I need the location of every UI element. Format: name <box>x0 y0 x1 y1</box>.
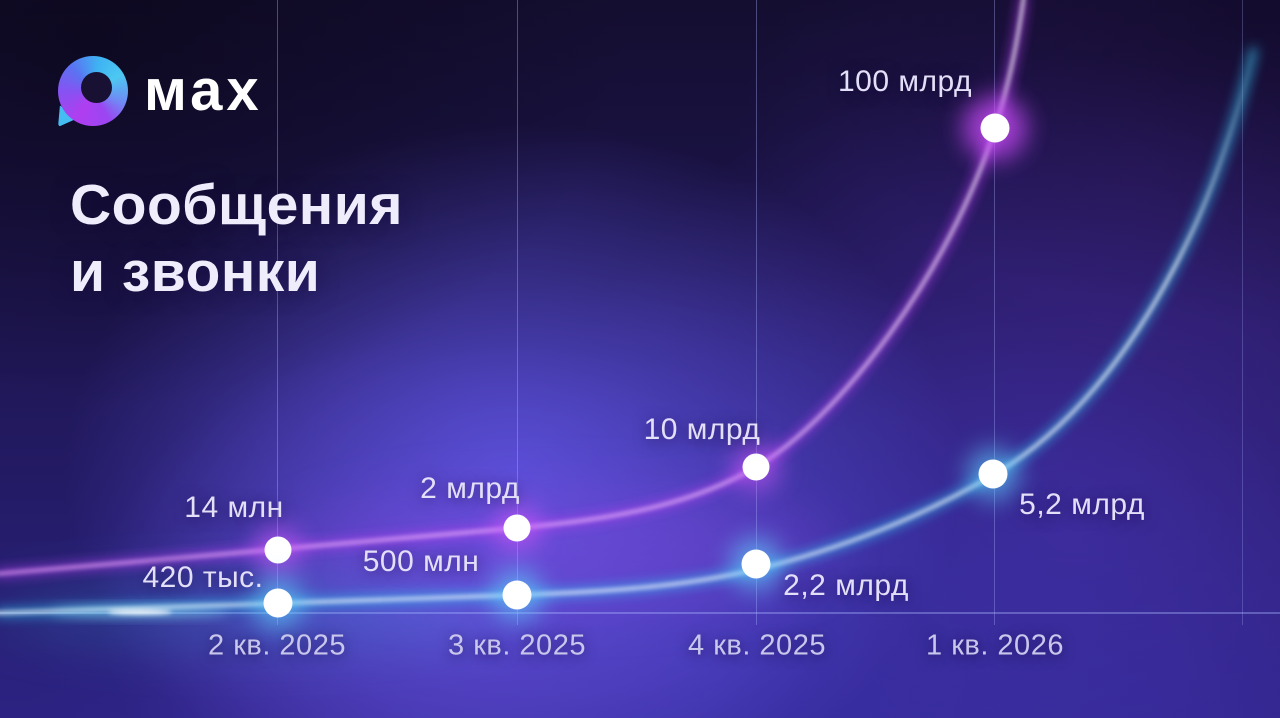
value-label-calls-q4-2025: 2,2 млрд <box>783 569 909 602</box>
messages-points <box>254 96 1027 574</box>
point-calls-q3-2025 <box>491 569 543 621</box>
page-title: Сообщения и звонки <box>70 172 403 306</box>
point-messages-q3-2025 <box>493 504 541 552</box>
title-line-2: и звонки <box>70 240 321 304</box>
value-label-messages-q2-2025: 14 млн <box>184 491 284 524</box>
point-calls-q1-2026 <box>967 448 1019 500</box>
value-label-messages-q3-2025: 2 млрд <box>420 472 520 505</box>
x-axis-label-q2-2025: 2 кв. 2025 <box>208 629 346 662</box>
value-label-calls-q2-2025: 420 тыс. <box>142 561 264 594</box>
point-messages-q4-2025 <box>732 443 780 491</box>
value-label-calls-q3-2025: 500 млн <box>362 545 480 578</box>
x-axis-label-q4-2025: 4 кв. 2025 <box>688 629 826 662</box>
x-axis-label-q3-2025: 3 кв. 2025 <box>448 629 586 662</box>
point-calls-q4-2025 <box>730 538 782 590</box>
max-logo-icon <box>58 56 128 127</box>
value-label-messages-q1-2026: 100 млрд <box>837 65 973 98</box>
logo-inner-hole <box>81 72 112 103</box>
value-label-calls-q1-2026: 5,2 млрд <box>1019 488 1145 521</box>
point-calls-q2-2025 <box>252 577 304 629</box>
title-line-1: Сообщения <box>70 173 404 237</box>
brand: мах <box>58 56 263 127</box>
calls-points <box>252 448 1019 629</box>
point-messages-q1-2026 <box>963 96 1027 160</box>
value-label-messages-q4-2025: 10 млрд <box>643 413 761 446</box>
calls-curve <box>0 47 1258 617</box>
point-messages-q2-2025 <box>254 526 302 574</box>
x-axis-label-q1-2026: 1 кв. 2026 <box>926 629 1064 662</box>
brand-wordmark: мах <box>144 58 263 123</box>
